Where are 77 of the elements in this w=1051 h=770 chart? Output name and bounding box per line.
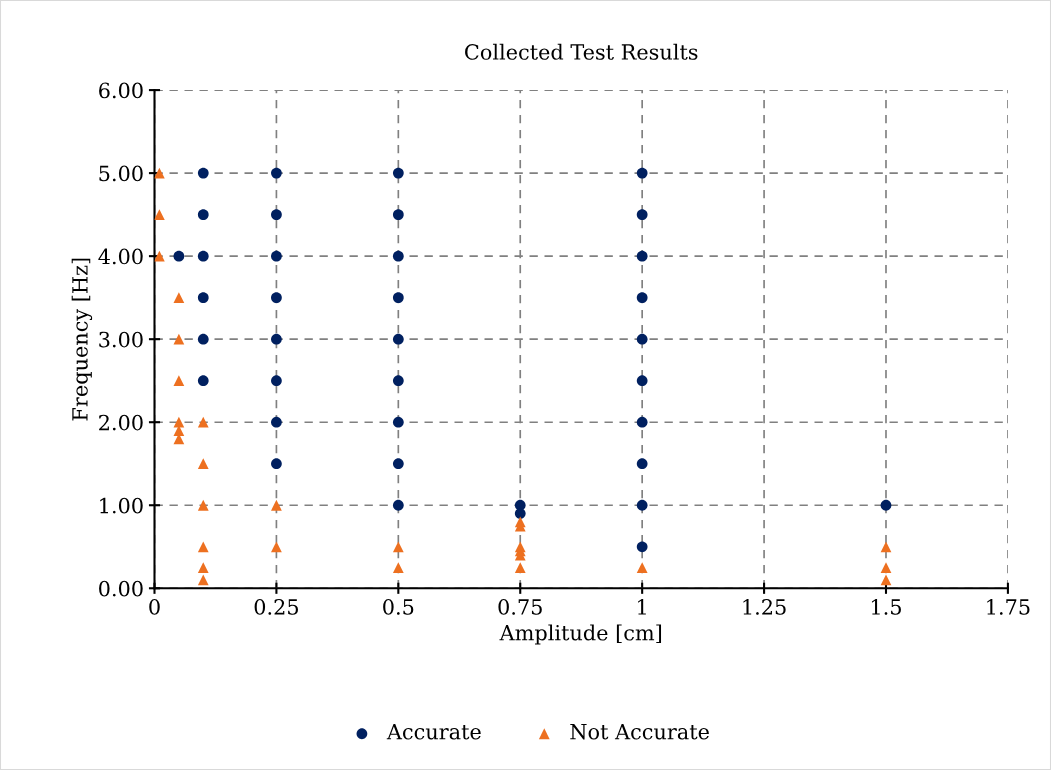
point xyxy=(636,416,648,428)
point xyxy=(271,250,282,262)
y-axis-title: Frequency [Hz] xyxy=(71,258,93,421)
y-tick-label: 5.00 xyxy=(99,165,143,182)
point xyxy=(197,416,209,428)
y-tick-label: 6.00 xyxy=(99,82,143,99)
x-tick-label: 1.25 xyxy=(743,599,786,615)
point xyxy=(392,375,404,387)
legend-label: Not Accurate xyxy=(570,724,709,740)
point xyxy=(636,292,648,304)
point xyxy=(392,499,404,511)
point xyxy=(880,541,892,553)
point xyxy=(154,209,165,221)
point xyxy=(271,541,282,553)
point xyxy=(636,562,648,573)
point xyxy=(392,416,404,428)
x-axis-title: Amplitude [cm] xyxy=(499,624,662,645)
point xyxy=(636,499,648,511)
point xyxy=(392,541,404,553)
y-tick-label: 3.00 xyxy=(99,331,143,348)
point xyxy=(154,250,165,262)
y-tick-label: 4.00 xyxy=(98,248,143,265)
point xyxy=(197,499,209,511)
point xyxy=(154,167,165,179)
y-tick-label: 2.00 xyxy=(99,414,143,431)
point xyxy=(271,375,282,387)
point xyxy=(392,167,404,179)
point xyxy=(271,333,282,345)
y-tick-label: 1.00 xyxy=(100,497,143,514)
x-tick-label: 0.5 xyxy=(383,599,414,615)
chart-title: Collected Test Results xyxy=(465,43,698,60)
x-tick-label: 0 xyxy=(149,599,160,615)
point xyxy=(173,375,185,387)
point xyxy=(880,499,892,511)
point xyxy=(636,250,648,262)
legend-label: Accurate xyxy=(386,724,481,740)
point xyxy=(173,333,185,345)
x-tick-label: 1 xyxy=(638,599,646,615)
point xyxy=(271,458,282,470)
point xyxy=(392,562,404,573)
point xyxy=(392,292,404,304)
point xyxy=(197,562,209,573)
point xyxy=(197,292,209,304)
x-tick-label: 1.75 xyxy=(987,599,1030,615)
point xyxy=(173,250,185,262)
x-tick-label: 0.25 xyxy=(254,599,298,615)
point xyxy=(392,250,404,262)
point xyxy=(173,416,185,428)
y-tick-label: 0.00 xyxy=(99,580,143,597)
point xyxy=(197,541,209,553)
point xyxy=(514,508,526,519)
point xyxy=(392,209,404,221)
point xyxy=(271,499,282,511)
point xyxy=(392,458,404,470)
point xyxy=(197,167,209,179)
point xyxy=(197,375,209,387)
point xyxy=(636,209,648,221)
point xyxy=(636,167,648,179)
point xyxy=(271,209,282,221)
point xyxy=(197,209,209,221)
point xyxy=(392,333,404,345)
point xyxy=(514,562,526,573)
point xyxy=(880,562,892,573)
x-tick-label: 0.75 xyxy=(498,599,542,615)
point xyxy=(173,292,185,304)
point xyxy=(197,333,209,345)
point xyxy=(197,458,209,470)
point xyxy=(197,574,209,586)
point xyxy=(636,375,648,387)
point xyxy=(197,250,209,262)
point xyxy=(636,541,648,553)
point xyxy=(636,333,648,345)
point xyxy=(271,416,282,428)
point xyxy=(271,292,282,304)
x-tick-label: 1.5 xyxy=(871,599,901,615)
point xyxy=(271,167,282,179)
point xyxy=(636,458,648,470)
